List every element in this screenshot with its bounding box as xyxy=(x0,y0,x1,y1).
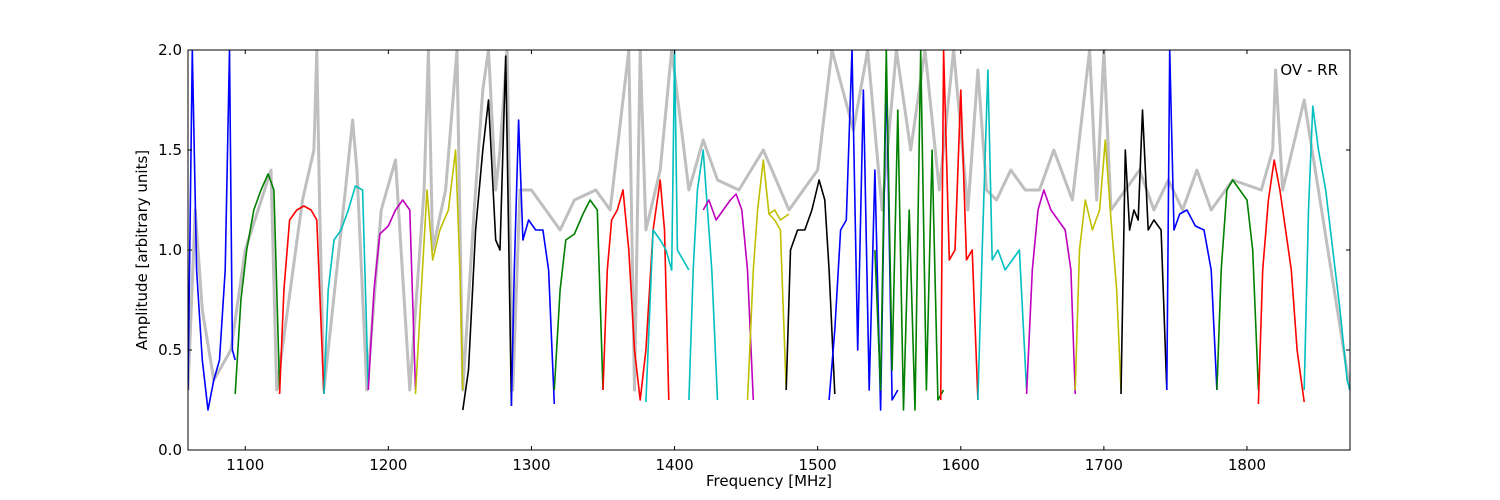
series-line-25 xyxy=(1216,179,1260,391)
x-tick-label: 1800 xyxy=(1228,456,1266,474)
series-line-26 xyxy=(1257,159,1305,405)
y-tick-label: 1.0 xyxy=(158,241,182,259)
series-line-20 xyxy=(977,69,1028,401)
series-line-14 xyxy=(746,159,787,401)
series-line-15 xyxy=(768,209,790,221)
series-line-12 xyxy=(688,149,719,401)
background-envelope-layer xyxy=(188,50,1350,392)
x-tick-label: 1700 xyxy=(1085,456,1123,474)
x-axis-ticks: 1100 1200 1300 1400 1500 1600 1700 1800 xyxy=(226,50,1266,474)
series-line-8 xyxy=(510,119,556,407)
x-axis-label: Frequency [MHz] xyxy=(706,472,832,490)
x-tick-label: 1600 xyxy=(942,456,980,474)
series-line-11 xyxy=(645,50,690,403)
series-line-10 xyxy=(602,179,670,401)
series-line-1 xyxy=(188,50,236,411)
series-line-7 xyxy=(462,55,513,411)
x-tick-label: 1300 xyxy=(512,456,550,474)
x-tick-label: 1400 xyxy=(655,456,693,474)
series-line-19 xyxy=(939,50,979,401)
series-line-5 xyxy=(367,199,417,391)
series-line-27 xyxy=(1303,105,1350,391)
x-tick-label: 1100 xyxy=(226,456,264,474)
series-line-16 xyxy=(785,179,836,395)
series-line-22 xyxy=(1074,139,1122,391)
series-line-21 xyxy=(1025,189,1076,395)
y-tick-label: 2.0 xyxy=(158,41,182,59)
y-tick-label: 0.0 xyxy=(158,441,182,459)
y-axis-ticks: 0.0 0.5 1.0 1.5 2.0 xyxy=(158,41,1350,459)
series-line-9 xyxy=(553,199,604,391)
series-layer xyxy=(188,50,1350,411)
y-axis-label: Amplitude [arbitrary units] xyxy=(133,150,151,350)
series-line-23 xyxy=(1120,109,1168,395)
y-tick-label: 1.5 xyxy=(158,141,182,159)
series-line-6 xyxy=(414,149,464,395)
series-line-24 xyxy=(1166,50,1218,391)
series-line-4 xyxy=(323,185,370,395)
y-tick-label: 0.5 xyxy=(158,341,182,359)
x-tick-label: 1200 xyxy=(369,456,407,474)
background-envelope-line xyxy=(188,50,1350,392)
series-line-18 xyxy=(874,50,945,411)
series-line-2 xyxy=(234,173,281,395)
x-tick-label: 1500 xyxy=(799,456,837,474)
series-line-13 xyxy=(702,193,755,401)
chart-annotation: OV - RR xyxy=(1280,61,1338,79)
series-line-3 xyxy=(278,205,325,395)
